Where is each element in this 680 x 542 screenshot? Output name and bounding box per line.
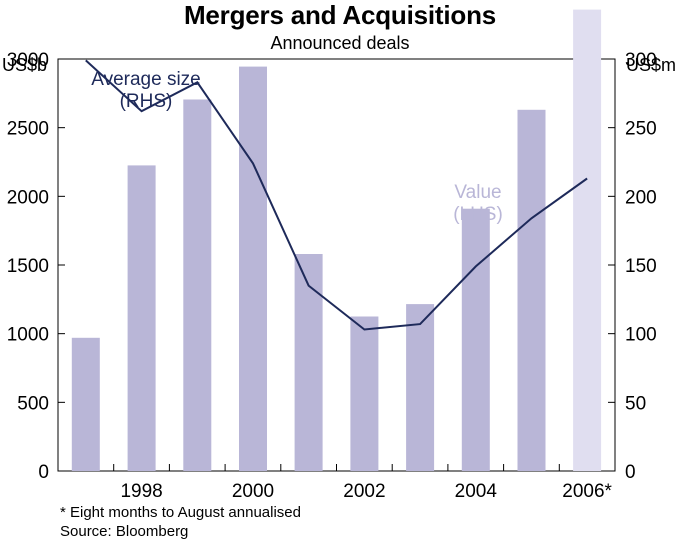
left-tick-label: 3000	[7, 50, 49, 71]
right-tick-label: 50	[625, 393, 646, 414]
right-tick-label: 150	[625, 256, 657, 277]
bar-2004	[461, 208, 490, 471]
bar-1997	[71, 337, 100, 471]
x-tick-label: 2002	[343, 481, 385, 502]
bar-2005	[517, 109, 546, 472]
bars-group	[71, 9, 602, 472]
bar-1998	[127, 165, 156, 471]
bar-2000	[239, 66, 267, 471]
avg-size-line	[85, 59, 588, 331]
left-tick-label: 2500	[7, 119, 49, 140]
bar-2003	[406, 304, 435, 471]
left-tick-label: 1000	[7, 325, 49, 346]
x-tick-label: 2000	[232, 481, 274, 502]
left-tick-label: 0	[38, 462, 49, 483]
x-tick-label: 2004	[455, 481, 498, 502]
left-tick-label: 2000	[7, 187, 49, 208]
chart-title: Mergers and Acquisitions	[183, 0, 497, 30]
ticks-group: 0 500 1000 1500 2000 2500 3000 0 50 100 150 200 250 3…	[7, 50, 657, 502]
value-label: Value	[454, 182, 501, 203]
right-tick-label: 0	[625, 462, 636, 483]
bar-1999	[183, 99, 212, 471]
right-tick-label: 100	[625, 325, 657, 346]
value-axis-note: (LHS)	[453, 204, 503, 225]
footnote: * Eight months to August annualised	[60, 504, 301, 521]
right-axis-unit: US$m	[625, 55, 676, 75]
right-tick-label: 200	[625, 187, 657, 208]
source-note: Source: Bloomberg	[60, 523, 189, 540]
bar-2006	[573, 9, 602, 471]
bar-2002	[350, 316, 379, 471]
line-group	[85, 59, 588, 331]
bar-2001	[294, 254, 323, 471]
chart-subtitle: Announced deals	[270, 33, 410, 53]
avg-size-label: Average size	[91, 69, 201, 90]
x-tick-label: 2006*	[562, 481, 612, 502]
right-tick-label: 300	[625, 50, 657, 71]
x-tick-label: 1998	[120, 481, 162, 502]
left-tick-label: 500	[17, 393, 49, 414]
avg-size-axis-note: (RHS)	[120, 91, 173, 112]
right-tick-label: 250	[625, 119, 657, 140]
left-tick-label: 1500	[7, 256, 49, 277]
left-axis-unit: US$b	[2, 55, 48, 75]
